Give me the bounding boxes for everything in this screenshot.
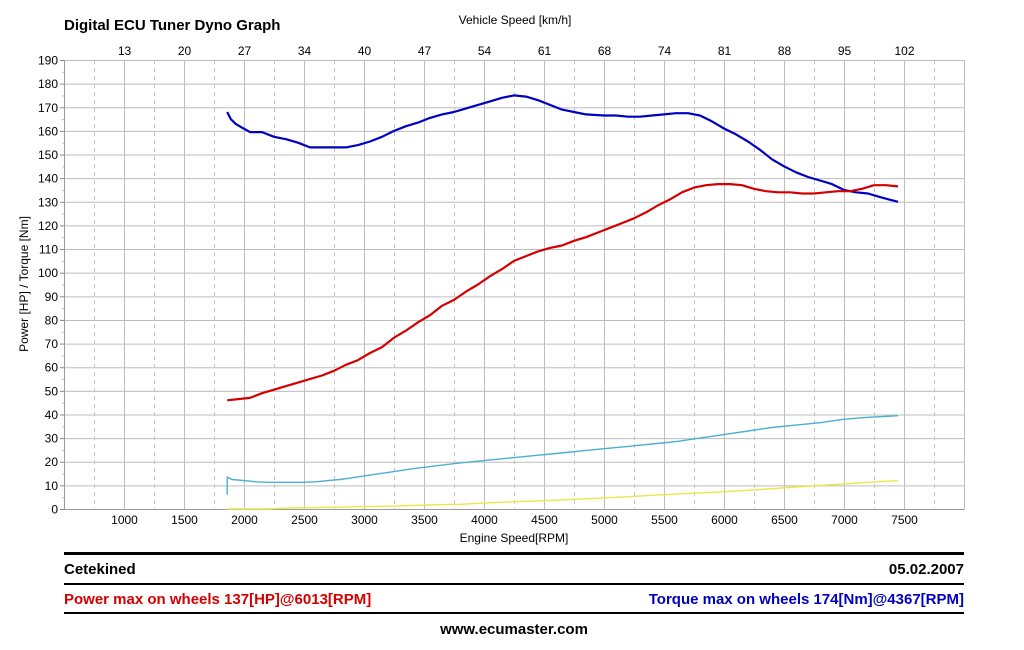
y-tick-label: 0 [51, 503, 58, 517]
y-tick-label: 130 [38, 195, 58, 209]
x2-tick-label: 68 [598, 44, 612, 58]
x-tick-label: 1000 [111, 513, 138, 527]
x2-tick-label: 95 [838, 44, 852, 58]
y-tick-label: 90 [45, 290, 59, 304]
x-tick-label: 4000 [471, 513, 498, 527]
y-tick-label: 20 [45, 455, 59, 469]
x2-tick-label: 102 [894, 44, 914, 58]
y-tick-label: 140 [38, 172, 58, 186]
test-date: 05.02.2007 [888, 561, 964, 578]
x2-tick-label: 47 [418, 44, 432, 58]
x-tick-label: 7000 [831, 513, 858, 527]
x2-tick-label: 54 [478, 44, 492, 58]
footer-divider [64, 552, 964, 555]
y-tick-label: 70 [45, 337, 59, 351]
series-series-3-line [226, 415, 899, 495]
y-tick-label: 180 [38, 77, 58, 91]
torque-max-text: Torque max on wheels 174[Nm]@4367[RPM] [648, 591, 964, 608]
x2-tick-label: 20 [178, 44, 192, 58]
y-tick-label: 150 [38, 148, 58, 162]
series-power-line [227, 183, 899, 402]
x-axis-label: Engine Speed[RPM] [460, 531, 569, 545]
footer-divider [64, 612, 964, 614]
x-tick-label: 4500 [531, 513, 558, 527]
series-lines [226, 94, 899, 510]
x-tick-label: 3000 [351, 513, 378, 527]
x-tick-label: 5000 [591, 513, 618, 527]
power-max-text: Power max on wheels 137[HP]@6013[RPM] [64, 591, 372, 608]
x-tick-label: 2000 [231, 513, 258, 527]
y-tick-label: 170 [38, 101, 58, 115]
y-tick-label: 50 [45, 384, 59, 398]
y-axis-label: Power [HP] / Torque [Nm] [17, 216, 31, 352]
x-tick-label: 2500 [291, 513, 318, 527]
y-tick-label: 30 [45, 432, 59, 446]
grid [64, 60, 965, 510]
y-tick-label: 40 [45, 408, 59, 422]
y-tick-label: 110 [39, 243, 58, 257]
x-tick-label: 3500 [411, 513, 438, 527]
x2-tick-label: 88 [778, 44, 792, 58]
x-tick-label: 1500 [171, 513, 198, 527]
x2-tick-label: 34 [298, 44, 312, 58]
vehicle-speed-axis-label: Vehicle Speed [km/h] [459, 13, 572, 27]
y-tick-label: 120 [38, 219, 58, 233]
y-tick-label: 160 [38, 124, 58, 138]
x-tick-label: 7500 [891, 513, 918, 527]
y-tick-label: 10 [45, 479, 59, 493]
x-tick-label: 6000 [711, 513, 738, 527]
x2-tick-label: 40 [358, 44, 372, 58]
series-series-4-line [227, 479, 899, 510]
x-tick-label: 6500 [771, 513, 798, 527]
dyno-chart: 0 10 20 30 40 50 60 70 80 90 100 110 120 130 140 150 160… [17, 13, 965, 545]
y-tick-label: 190 [38, 54, 58, 68]
x2-tick-label: 81 [718, 44, 732, 58]
x2-tick-label: 61 [538, 44, 552, 58]
y-tick-label: 80 [45, 313, 59, 327]
x2-tick-label: 13 [118, 44, 132, 58]
y-tick-label: 60 [45, 361, 59, 375]
x-tick-label: 5500 [651, 513, 678, 527]
website-link[interactable]: www.ecumaster.com [440, 621, 588, 638]
series-torque-line [226, 94, 899, 203]
x2-tick-label: 27 [238, 44, 252, 58]
axes: 0 10 20 30 40 50 60 70 80 90 100 110 120 130 140 150 160… [38, 44, 964, 527]
footer-divider [64, 583, 964, 585]
chart-title: Digital ECU Tuner Dyno Graph [64, 17, 281, 34]
x2-tick-label: 74 [658, 44, 672, 58]
customer-name: Cetekined [64, 561, 136, 578]
y-tick-label: 100 [38, 266, 58, 280]
